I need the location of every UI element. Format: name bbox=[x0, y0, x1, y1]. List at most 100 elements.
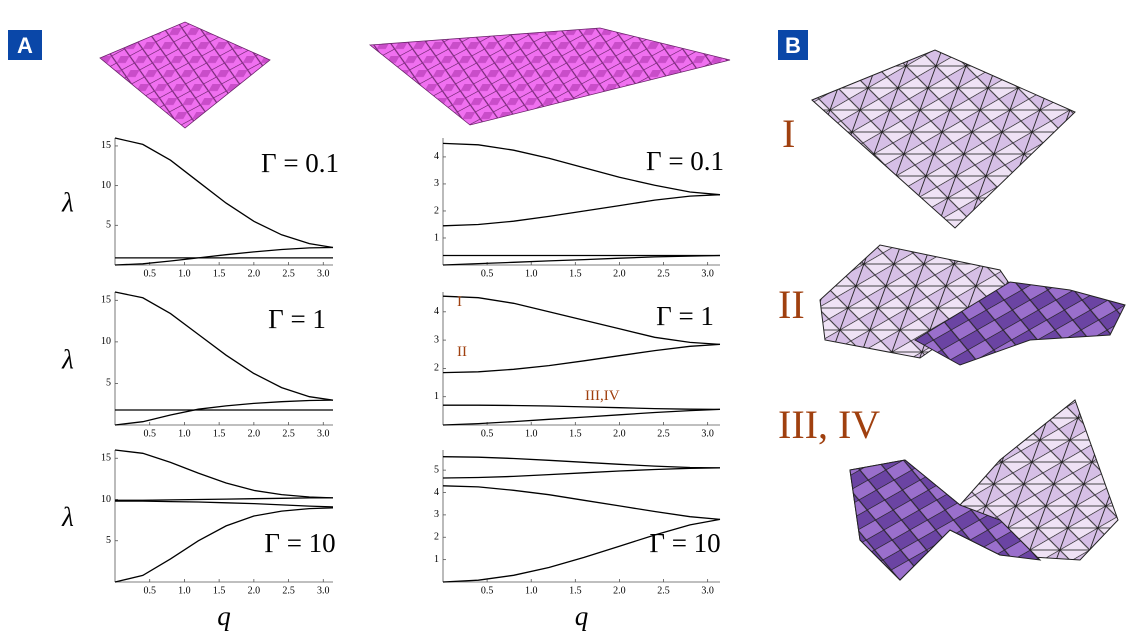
x-tick-label: 1.5 bbox=[213, 268, 226, 279]
band-line bbox=[114, 507, 334, 583]
y-tick-label: 10 bbox=[101, 336, 111, 347]
x-tick-label: 2.0 bbox=[613, 268, 626, 279]
panel-badge bbox=[778, 30, 808, 60]
panel-label: A bbox=[17, 33, 33, 58]
band-line bbox=[442, 194, 721, 227]
x-tick-label: 3.0 bbox=[701, 585, 714, 596]
x-tick-label: 1.0 bbox=[525, 428, 538, 439]
x-tick-label: 2.0 bbox=[248, 585, 261, 596]
y-tick-label: 1 bbox=[434, 232, 439, 243]
x-tick-label: 1.0 bbox=[178, 268, 191, 279]
y-tick-label: 15 bbox=[101, 295, 111, 306]
y-tick-label: 5 bbox=[106, 220, 111, 231]
x-tick-label: 0.5 bbox=[143, 268, 156, 279]
x-tick-label: 2.5 bbox=[657, 428, 670, 439]
band-line bbox=[443, 404, 721, 411]
y-axis-label: λ bbox=[61, 188, 74, 218]
x-tick-label: 1.0 bbox=[525, 268, 538, 279]
band-line bbox=[114, 137, 334, 249]
y-tick-label: 3 bbox=[434, 334, 439, 345]
x-tick-label: 2.5 bbox=[282, 585, 295, 596]
panel-label: B bbox=[785, 33, 801, 58]
y-tick-label: 5 bbox=[434, 464, 439, 475]
y-tick-label: 10 bbox=[101, 494, 111, 505]
band-line bbox=[442, 343, 721, 374]
band-line bbox=[114, 246, 334, 266]
y-tick-label: 1 bbox=[434, 391, 439, 402]
x-tick-label: 1.0 bbox=[178, 585, 191, 596]
x-tick-label: 0.5 bbox=[481, 585, 494, 596]
x-tick-label: 3.0 bbox=[317, 585, 330, 596]
x-tick-label: 2.5 bbox=[657, 585, 670, 596]
x-tick-label: 2.5 bbox=[657, 268, 670, 279]
band-line bbox=[442, 254, 721, 266]
annotation: Γ = 1 bbox=[656, 301, 714, 331]
mode-label: III, IV bbox=[778, 402, 880, 447]
annotation: Γ = 10 bbox=[264, 528, 335, 558]
mode-annotation: II bbox=[457, 344, 467, 360]
y-tick-label: 2 bbox=[434, 532, 439, 543]
x-tick-label: 1.5 bbox=[213, 585, 226, 596]
mode-annotation: I bbox=[457, 294, 462, 310]
x-tick-label: 1.5 bbox=[569, 428, 582, 439]
x-tick-label: 1.0 bbox=[525, 585, 538, 596]
band-line bbox=[442, 408, 721, 426]
y-axis-label: λ bbox=[61, 502, 74, 532]
y-tick-label: 10 bbox=[101, 180, 111, 191]
y-axis-label: λ bbox=[61, 345, 74, 375]
y-tick-label: 15 bbox=[101, 140, 111, 151]
band-line bbox=[115, 497, 333, 501]
annotation: Γ = 1 bbox=[268, 304, 326, 334]
x-tick-label: 1.0 bbox=[178, 428, 191, 439]
x-tick-label: 2.0 bbox=[613, 585, 626, 596]
band-line bbox=[442, 456, 721, 469]
y-tick-label: 3 bbox=[434, 509, 439, 520]
x-tick-label: 3.0 bbox=[317, 428, 330, 439]
x-tick-label: 0.5 bbox=[481, 428, 494, 439]
band-line bbox=[442, 518, 721, 583]
origami-sheet bbox=[99, 21, 271, 129]
y-tick-label: 4 bbox=[434, 151, 439, 162]
x-tick-label: 1.5 bbox=[569, 585, 582, 596]
annotation: Γ = 0.1 bbox=[261, 148, 339, 178]
mode-annotation: III,IV bbox=[585, 388, 620, 404]
x-tick-label: 3.0 bbox=[317, 268, 330, 279]
x-tick-label: 3.0 bbox=[701, 268, 714, 279]
mode-shape bbox=[914, 281, 1126, 366]
y-tick-label: 5 bbox=[106, 535, 111, 546]
y-tick-label: 3 bbox=[434, 178, 439, 189]
x-axis-label: q bbox=[217, 601, 231, 631]
x-tick-label: 2.5 bbox=[282, 428, 295, 439]
band-line bbox=[114, 399, 334, 426]
mode-label: I bbox=[782, 111, 795, 156]
annotation: Γ = 0.1 bbox=[646, 146, 724, 176]
band-line bbox=[114, 291, 334, 401]
band-line bbox=[442, 485, 721, 521]
annotation: Γ = 10 bbox=[649, 528, 720, 558]
x-axis-label: q bbox=[575, 601, 589, 631]
origami-sheet bbox=[368, 27, 731, 126]
band-line bbox=[442, 295, 721, 346]
x-tick-label: 2.0 bbox=[613, 428, 626, 439]
mode-label: II bbox=[778, 282, 805, 327]
band-line bbox=[442, 467, 721, 479]
mode-shape bbox=[849, 459, 1042, 581]
mode-shape bbox=[811, 49, 1076, 229]
x-tick-label: 2.5 bbox=[282, 268, 295, 279]
x-tick-label: 2.0 bbox=[248, 428, 261, 439]
y-tick-label: 4 bbox=[434, 487, 439, 498]
panel-badge bbox=[8, 30, 42, 60]
y-tick-label: 2 bbox=[434, 363, 439, 374]
y-tick-label: 5 bbox=[106, 378, 111, 389]
band-line bbox=[442, 142, 721, 196]
x-tick-label: 0.5 bbox=[143, 585, 156, 596]
y-tick-label: 15 bbox=[101, 453, 111, 464]
y-tick-label: 2 bbox=[434, 205, 439, 216]
band-line bbox=[114, 449, 334, 499]
x-tick-label: 2.0 bbox=[248, 268, 261, 279]
x-tick-label: 3.0 bbox=[701, 428, 714, 439]
x-tick-label: 1.5 bbox=[569, 268, 582, 279]
band-line bbox=[115, 500, 334, 508]
y-tick-label: 4 bbox=[434, 306, 439, 317]
